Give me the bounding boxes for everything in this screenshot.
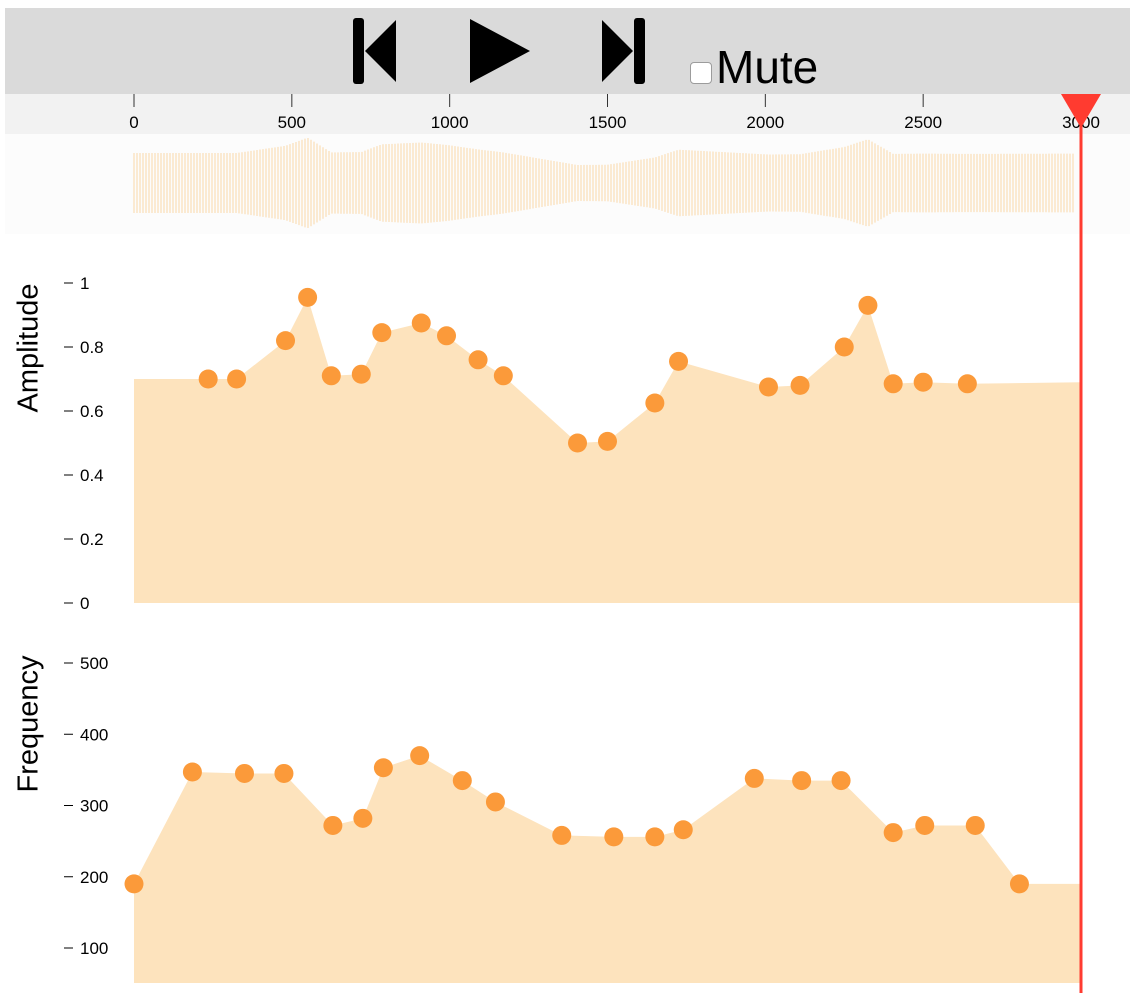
data-point <box>790 375 810 395</box>
data-point <box>913 372 933 392</box>
y-tick-label: 0 <box>80 594 89 613</box>
ruler-tick-label: 1000 <box>431 113 469 132</box>
data-point <box>834 337 854 357</box>
ruler-tick-label: 2500 <box>904 113 942 132</box>
timeline-ruler[interactable] <box>5 94 1130 134</box>
data-point <box>645 827 665 847</box>
data-point <box>604 827 624 847</box>
data-point <box>598 431 617 451</box>
data-point <box>957 374 977 394</box>
y-tick-label: 1 <box>80 274 89 293</box>
data-point <box>493 366 513 386</box>
data-point <box>452 771 472 791</box>
data-point <box>182 762 202 782</box>
data-point <box>373 758 393 778</box>
data-point <box>276 331 296 351</box>
data-point <box>234 763 254 783</box>
skip-forward-icon <box>602 18 645 84</box>
ruler-tick-label: 500 <box>278 113 306 132</box>
mute-checkbox[interactable] <box>690 62 712 84</box>
mute-toggle[interactable]: Mute <box>690 44 818 90</box>
y-tick-label: 300 <box>80 797 108 816</box>
play-button[interactable] <box>468 16 534 86</box>
y-tick-label: 0.6 <box>80 402 104 421</box>
data-point <box>124 874 144 894</box>
data-point <box>351 364 371 384</box>
y-tick-label: 0.2 <box>80 530 104 549</box>
frequency-chart: 100 200 300 400 500 <box>64 654 1081 983</box>
data-point <box>883 823 903 843</box>
y-tick-label: 500 <box>80 654 108 673</box>
data-point <box>323 815 343 835</box>
data-point <box>321 366 341 386</box>
ruler-tick-label: 0 <box>129 113 138 132</box>
data-point <box>552 825 572 845</box>
waveform-overview[interactable] <box>5 134 1130 234</box>
data-point <box>965 815 985 835</box>
data-point <box>468 350 488 370</box>
data-point <box>410 746 430 766</box>
y-tick-label: 0.4 <box>80 466 104 485</box>
skip-forward-button[interactable] <box>600 16 650 86</box>
data-point <box>372 323 392 343</box>
data-point <box>353 808 373 828</box>
data-point <box>568 433 588 453</box>
data-point <box>883 374 903 394</box>
amplitude-chart: 0 0.2 0.4 0.6 0.8 1 <box>64 274 1081 613</box>
data-point <box>411 313 431 333</box>
frequency-area <box>134 755 1081 983</box>
data-point <box>669 351 689 371</box>
waveform-path <box>133 137 1074 229</box>
y-tick-label: 0.8 <box>80 338 104 357</box>
y-tick-label: 400 <box>80 725 108 744</box>
data-point <box>485 792 505 812</box>
playhead-handle <box>1061 94 1101 128</box>
data-point <box>858 295 878 315</box>
y-tick-label: 100 <box>80 939 108 958</box>
data-point <box>673 820 693 840</box>
data-point <box>645 393 665 413</box>
data-point <box>915 815 935 835</box>
skip-back-icon <box>353 18 396 84</box>
data-point <box>274 763 294 783</box>
data-point <box>1009 874 1029 894</box>
play-icon <box>470 19 530 83</box>
ruler-tick-label: 2000 <box>746 113 784 132</box>
data-point <box>744 768 764 788</box>
data-point <box>758 377 778 397</box>
data-point <box>198 369 218 389</box>
data-point <box>831 771 851 791</box>
data-point <box>227 369 247 389</box>
y-tick-label: 200 <box>80 868 108 887</box>
data-point <box>437 326 457 346</box>
skip-back-button[interactable] <box>352 16 402 86</box>
data-point <box>792 771 812 791</box>
transport-toolbar: Mute <box>5 8 1130 94</box>
data-point <box>298 287 318 307</box>
ruler-tick-label: 1500 <box>589 113 627 132</box>
mute-label: Mute <box>716 41 819 93</box>
